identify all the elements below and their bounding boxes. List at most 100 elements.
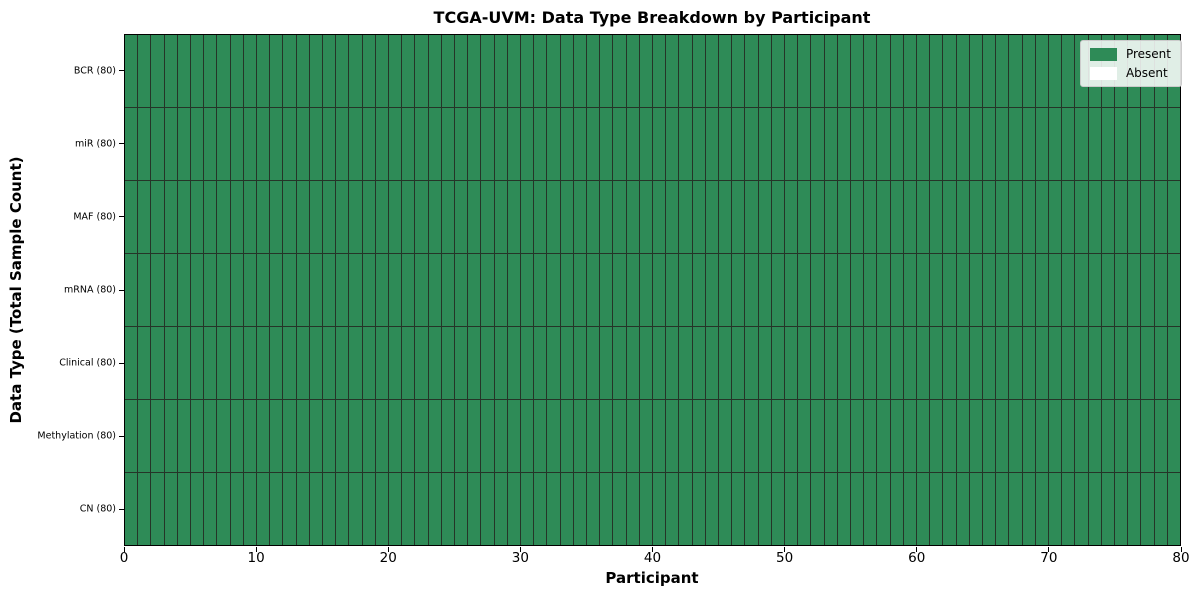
heatmap-cell	[481, 400, 494, 472]
heatmap-cell	[1088, 473, 1101, 545]
heatmap-cell	[573, 327, 586, 399]
heatmap-cell	[903, 473, 916, 545]
heatmap-cell	[534, 108, 547, 180]
heatmap-cell	[151, 473, 164, 545]
heatmap-cell	[177, 254, 190, 326]
heatmap-cell	[230, 473, 243, 545]
heatmap-cell	[494, 254, 507, 326]
heatmap-cell	[177, 35, 190, 107]
heatmap-cell	[388, 254, 402, 326]
heatmap-cell	[639, 108, 652, 180]
heatmap-cell	[322, 400, 336, 472]
heatmap-cell	[402, 35, 415, 107]
heatmap-cell	[309, 400, 322, 472]
heatmap-cell	[956, 254, 969, 326]
heatmap-cell	[758, 327, 771, 399]
heatmap-cell	[824, 35, 837, 107]
heatmap-cell	[718, 473, 732, 545]
chart-title: TCGA-UVM: Data Type Breakdown by Partici…	[433, 8, 871, 27]
heatmap-cell	[982, 400, 996, 472]
heatmap-cell	[586, 473, 600, 545]
heatmap-cell	[996, 108, 1009, 180]
heatmap-cell	[745, 473, 758, 545]
heatmap-cell	[1048, 327, 1062, 399]
heatmap-cell	[164, 473, 177, 545]
heatmap-grid	[125, 35, 1180, 545]
heatmap-cell	[309, 35, 322, 107]
heatmap-cell	[1141, 400, 1154, 472]
heatmap-cell	[217, 327, 230, 399]
heatmap-cell	[1167, 181, 1180, 253]
heatmap-cell	[1154, 473, 1167, 545]
heatmap-cell	[243, 35, 256, 107]
heatmap-cell	[1075, 400, 1088, 472]
heatmap-cell	[428, 35, 441, 107]
heatmap-cell	[798, 327, 811, 399]
heatmap-cell	[375, 181, 388, 253]
heatmap-cell	[309, 254, 322, 326]
heatmap-cell	[507, 108, 520, 180]
heatmap-cell	[1009, 327, 1022, 399]
heatmap-cell	[454, 327, 468, 399]
legend-entry-present: Present	[1089, 47, 1171, 61]
heatmap-cell	[125, 181, 138, 253]
heatmap-cell	[1088, 108, 1101, 180]
heatmap-cell	[798, 35, 811, 107]
heatmap-cell	[520, 254, 534, 326]
heatmap-cell	[758, 254, 771, 326]
heatmap-cell	[877, 108, 890, 180]
heatmap-cell	[349, 473, 362, 545]
heatmap-cell	[204, 473, 217, 545]
heatmap-cell	[573, 35, 586, 107]
heatmap-cell	[388, 108, 402, 180]
heatmap-cell	[1022, 108, 1035, 180]
heatmap-cell	[666, 473, 679, 545]
heatmap-cell	[771, 35, 784, 107]
heatmap-cell	[692, 254, 705, 326]
heatmap-cell	[850, 108, 864, 180]
heatmap-cell	[943, 181, 956, 253]
heatmap-cell	[151, 327, 164, 399]
heatmap-cell	[916, 35, 930, 107]
heatmap-cell	[494, 108, 507, 180]
heatmap-cell	[1035, 108, 1048, 180]
heatmap-cell	[1167, 400, 1180, 472]
heatmap-cell	[560, 473, 573, 545]
heatmap-cell	[890, 400, 903, 472]
heatmap-cell	[824, 473, 837, 545]
heatmap-cell	[692, 473, 705, 545]
heatmap-cell	[494, 181, 507, 253]
heatmap-cell	[850, 181, 864, 253]
heatmap-cell	[494, 327, 507, 399]
heatmap-cell	[758, 400, 771, 472]
heatmap-cell	[283, 473, 296, 545]
heatmap-cell	[811, 254, 824, 326]
heatmap-cell	[718, 327, 732, 399]
heatmap-cell	[322, 181, 336, 253]
heatmap-cell	[322, 35, 336, 107]
heatmap-cell	[402, 254, 415, 326]
heatmap-cell	[969, 327, 982, 399]
heatmap-cell	[969, 35, 982, 107]
heatmap-cell	[375, 400, 388, 472]
heatmap-cell	[705, 35, 718, 107]
heatmap-cell	[468, 473, 481, 545]
heatmap-cell	[811, 108, 824, 180]
heatmap-cell	[692, 35, 705, 107]
heatmap-cell	[784, 327, 798, 399]
heatmap-cell	[560, 108, 573, 180]
heatmap-cell	[362, 327, 375, 399]
heatmap-cell	[1035, 327, 1048, 399]
heatmap-cell	[388, 473, 402, 545]
heatmap-cell	[798, 181, 811, 253]
heatmap-cell	[217, 473, 230, 545]
heatmap-cell	[441, 473, 454, 545]
x-tick-label: 80	[1172, 550, 1190, 566]
heatmap-cell	[626, 108, 639, 180]
heatmap-cell	[507, 181, 520, 253]
heatmap-cell	[1075, 108, 1088, 180]
heatmap-cell	[388, 35, 402, 107]
heatmap-cell	[930, 327, 943, 399]
heatmap-cell	[798, 400, 811, 472]
heatmap-cell	[613, 473, 626, 545]
